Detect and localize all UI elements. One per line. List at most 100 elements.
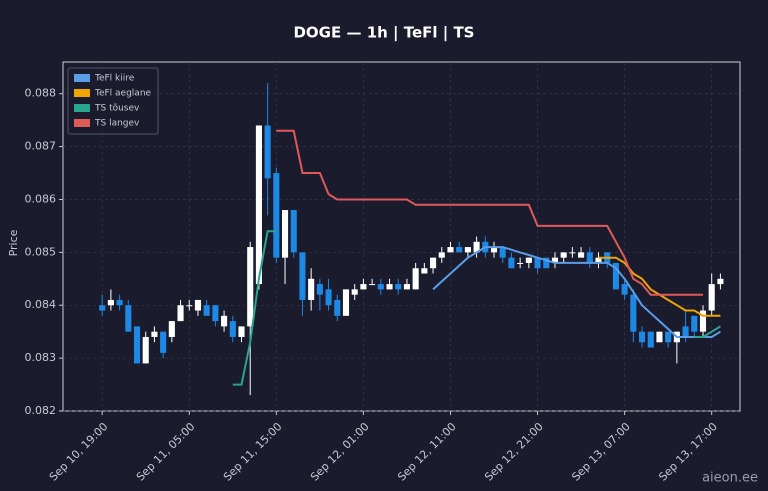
candle-body xyxy=(395,284,402,290)
candle-body xyxy=(447,247,454,253)
x-tick-label: Sep 10, 19:00 xyxy=(47,420,111,484)
y-tick-label: 0.086 xyxy=(25,192,57,205)
candle-body xyxy=(151,331,158,337)
candle-body xyxy=(508,257,515,269)
candle-body xyxy=(621,284,628,295)
candle-body xyxy=(99,305,106,311)
legend-label: TS langev xyxy=(94,119,140,129)
legend-label: TeFl aeglane xyxy=(94,89,152,99)
candle-body xyxy=(186,305,193,307)
y-tick-label: 0.088 xyxy=(25,87,57,100)
candle-body xyxy=(586,252,593,263)
candle-body xyxy=(273,173,280,258)
legend-label: TeFl kiire xyxy=(94,74,135,84)
x-tick-label: Sep 12, 21:00 xyxy=(482,420,546,484)
y-tick-label: 0.084 xyxy=(25,298,57,311)
candle-body xyxy=(212,305,219,322)
candle-body xyxy=(403,284,410,290)
y-tick-label: 0.085 xyxy=(25,245,57,258)
candle-body xyxy=(421,268,428,274)
candle-body xyxy=(517,262,524,264)
candle-body xyxy=(334,299,341,316)
y-tick-label: 0.087 xyxy=(25,140,57,153)
candle-body xyxy=(290,210,297,253)
x-tick-label: Sep 13, 07:00 xyxy=(569,420,633,484)
candle-body xyxy=(473,241,480,253)
candle-body xyxy=(247,247,254,327)
candle-body xyxy=(238,326,245,337)
candle-body xyxy=(717,278,724,285)
candle-body xyxy=(534,257,541,269)
legend-box xyxy=(67,67,159,135)
indicator-line xyxy=(232,230,721,386)
candle-body xyxy=(369,284,376,286)
candle-body xyxy=(699,310,707,332)
legend-label: TS tõusev xyxy=(94,104,140,114)
candle-body xyxy=(377,284,384,290)
candle-body xyxy=(221,315,228,327)
candle-body xyxy=(656,331,663,343)
candle-body xyxy=(255,125,262,285)
candle-body xyxy=(308,278,315,300)
candle-body xyxy=(647,331,654,348)
candle-body xyxy=(456,247,463,253)
candle-body xyxy=(351,289,358,295)
y-axis-label: Price xyxy=(7,229,20,256)
indicator-line xyxy=(432,246,721,338)
candle-body xyxy=(160,331,167,353)
candle-body xyxy=(525,257,532,263)
x-tick-label: Sep 12, 11:00 xyxy=(395,420,459,484)
candle-body xyxy=(168,321,175,337)
candle-body xyxy=(543,257,550,269)
candle-body xyxy=(438,252,445,258)
x-tick-label: Sep 12, 01:00 xyxy=(308,420,372,484)
legend-swatch xyxy=(74,104,90,112)
legend-swatch xyxy=(74,89,90,97)
plot-area xyxy=(62,61,741,412)
candle-body xyxy=(682,326,689,337)
candle-body xyxy=(464,247,471,253)
candle-body xyxy=(412,268,419,290)
candle-body xyxy=(551,257,559,263)
y-tick-label: 0.082 xyxy=(25,404,57,417)
candle-body xyxy=(630,294,637,332)
legend-swatch xyxy=(74,119,90,127)
indicator-line xyxy=(276,129,703,296)
candle-body xyxy=(360,284,367,290)
candle-body xyxy=(264,125,271,179)
candle-body xyxy=(638,331,646,343)
candle-body xyxy=(499,247,506,258)
candle-body xyxy=(560,252,567,258)
candle-body xyxy=(203,305,210,316)
candle-body xyxy=(569,252,576,254)
chart-title: DOGE — 1h | TeFl | TS xyxy=(293,24,474,43)
candle-body xyxy=(116,299,123,306)
candle-body xyxy=(125,305,132,332)
candle-body xyxy=(142,336,149,364)
candle-body xyxy=(708,284,715,311)
candle-body xyxy=(386,284,393,290)
candle-body xyxy=(430,257,437,269)
x-tick-label: Sep 11, 15:00 xyxy=(221,420,285,484)
candle-body xyxy=(595,257,602,263)
candle-body xyxy=(490,247,498,253)
x-tick-label: Sep 11, 05:00 xyxy=(134,420,198,484)
candle-body xyxy=(281,210,289,258)
candle-body xyxy=(316,284,323,295)
y-tick-label: 0.083 xyxy=(25,351,57,364)
candle-body xyxy=(325,289,332,306)
candle-body xyxy=(299,252,306,300)
legend-swatch xyxy=(74,74,90,82)
candle-body xyxy=(691,315,698,332)
candle-body xyxy=(133,326,141,364)
candle-body xyxy=(229,321,236,337)
candle-body xyxy=(177,305,184,322)
candle-body xyxy=(665,331,672,343)
candle-body xyxy=(342,289,350,316)
candle-body xyxy=(194,299,202,311)
watermark: aieon.ee xyxy=(702,471,758,486)
candle-body xyxy=(578,252,585,258)
legend: TeFl kiire TeFl aeglane TS tõusev TS langev xyxy=(67,67,159,135)
candle-body xyxy=(107,299,114,306)
